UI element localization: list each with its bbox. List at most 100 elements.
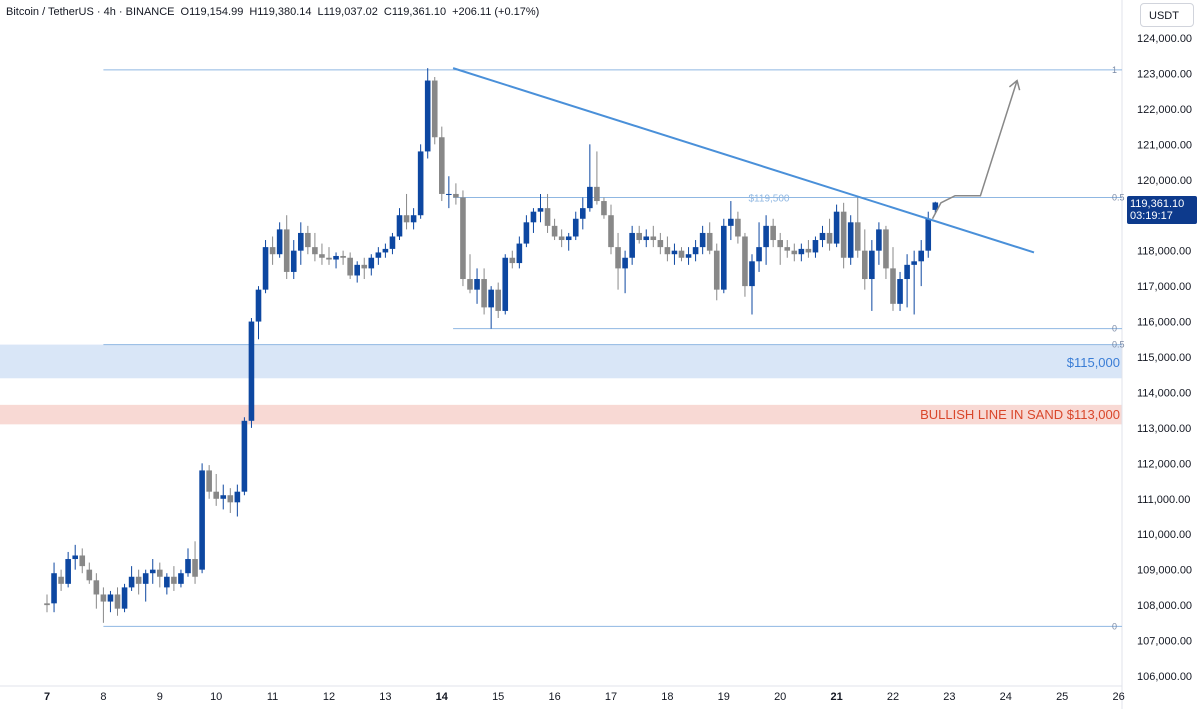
level-annotation: $119,500 [749, 194, 790, 205]
candle-body [269, 247, 276, 255]
price-tick-label: 113,000.00 [1137, 423, 1191, 435]
candle-body [530, 211, 537, 223]
price-tick-label: 106,000.00 [1137, 671, 1192, 683]
candle-body [290, 250, 297, 272]
candle-body [192, 559, 198, 577]
sand-zone [0, 404, 1122, 425]
candle-body [918, 250, 924, 262]
price-tick-label: 115,000.00 [1137, 352, 1191, 364]
time-tick-label: 15 [492, 691, 504, 703]
candle-body [728, 218, 734, 226]
candle-body [699, 232, 706, 248]
price-tick-label: 123,000.00 [1137, 68, 1192, 80]
candle-body [157, 569, 163, 577]
candle-body [537, 208, 544, 212]
candle-body [58, 576, 64, 584]
trendline [452, 67, 1035, 254]
fib-level-label: 0.5 [1112, 340, 1125, 350]
candle-body [629, 232, 635, 258]
candle-body [241, 420, 248, 492]
candle-body [713, 250, 720, 290]
candle-body [756, 247, 762, 262]
symbol-label[interactable]: Bitcoin / TetherUS · 4h · BINANCE [6, 6, 175, 18]
candle-body [572, 218, 579, 237]
candle-body [185, 559, 191, 574]
candle-body [657, 240, 664, 248]
candle-body [248, 321, 255, 421]
candle-body [467, 279, 473, 290]
candle-body [220, 495, 227, 499]
projection-arrowhead [1008, 79, 1021, 91]
candle-body [565, 236, 572, 241]
candle-body [298, 232, 304, 251]
price-tick-label: 120,000.00 [1137, 175, 1192, 187]
candle-body [417, 151, 424, 216]
price-tick-label: 116,000.00 [1137, 317, 1191, 329]
candle-body [234, 491, 241, 503]
candle-body [128, 576, 135, 588]
time-tick-label: 19 [718, 691, 730, 703]
candle-body [862, 250, 868, 280]
time-tick-label: 11 [267, 691, 278, 703]
time-tick-label: 13 [379, 691, 391, 703]
candle-body [601, 201, 607, 216]
last-price-tag: 119,361.10 03:19:17 [1127, 196, 1197, 224]
candle-body [431, 80, 438, 138]
fib-level-label: 0 [1112, 621, 1117, 631]
fib-level-label: 0 [1112, 324, 1117, 334]
candle-body [375, 252, 382, 258]
candle-body [897, 279, 903, 304]
candle-body [276, 229, 283, 255]
candle-body [805, 248, 812, 253]
candle-body [410, 215, 417, 223]
time-tick-label: 20 [774, 691, 786, 703]
candle-body [763, 225, 769, 248]
candle-body [932, 202, 939, 210]
price-tick-label: 112,000.00 [1137, 458, 1191, 470]
candle-body [904, 264, 910, 280]
price-tick-label: 117,000.00 [1137, 281, 1191, 293]
candle-body [819, 232, 826, 241]
candle-body [890, 268, 896, 304]
candle-body [742, 236, 748, 287]
time-tick-label: 25 [1056, 691, 1068, 703]
candle-body [671, 250, 678, 255]
candle-body [777, 240, 783, 248]
candle-body [636, 232, 642, 241]
candle-body [869, 250, 875, 280]
candle-body [149, 569, 156, 574]
candle-body [735, 218, 741, 237]
candle-body [79, 555, 86, 567]
low-value: L119,037.02 [317, 6, 378, 18]
candle-body [594, 186, 600, 202]
candle-body [544, 208, 551, 226]
time-tick-label: 26 [1112, 691, 1124, 703]
time-tick-label: 24 [1000, 691, 1012, 703]
candle-body [551, 225, 558, 237]
candle-body [883, 229, 889, 269]
candle-body [93, 580, 100, 595]
symbol-header: Bitcoin / TetherUS · 4h · BINANCE O119,1… [6, 6, 539, 18]
candle-body [424, 80, 431, 152]
candle-body [664, 247, 671, 255]
candle-body [107, 594, 114, 602]
candle-body [749, 261, 755, 287]
fib-level-label: 0.5 [1112, 193, 1125, 203]
candle-body [798, 248, 805, 255]
candle-body [333, 255, 339, 260]
candle-body [481, 279, 487, 308]
candle-body [361, 264, 368, 269]
candle-body [643, 236, 650, 241]
candle-body [678, 250, 685, 258]
candle-body [44, 603, 50, 606]
candle-body [382, 248, 389, 253]
candle-body [784, 247, 791, 251]
candle-body [721, 225, 727, 290]
candle-body [206, 470, 212, 492]
candle-body [833, 211, 840, 244]
candle-body [502, 257, 509, 311]
candle-body [164, 576, 170, 588]
currency-button[interactable]: USDT [1140, 3, 1194, 27]
price-tick-label: 114,000.00 [1137, 387, 1191, 399]
